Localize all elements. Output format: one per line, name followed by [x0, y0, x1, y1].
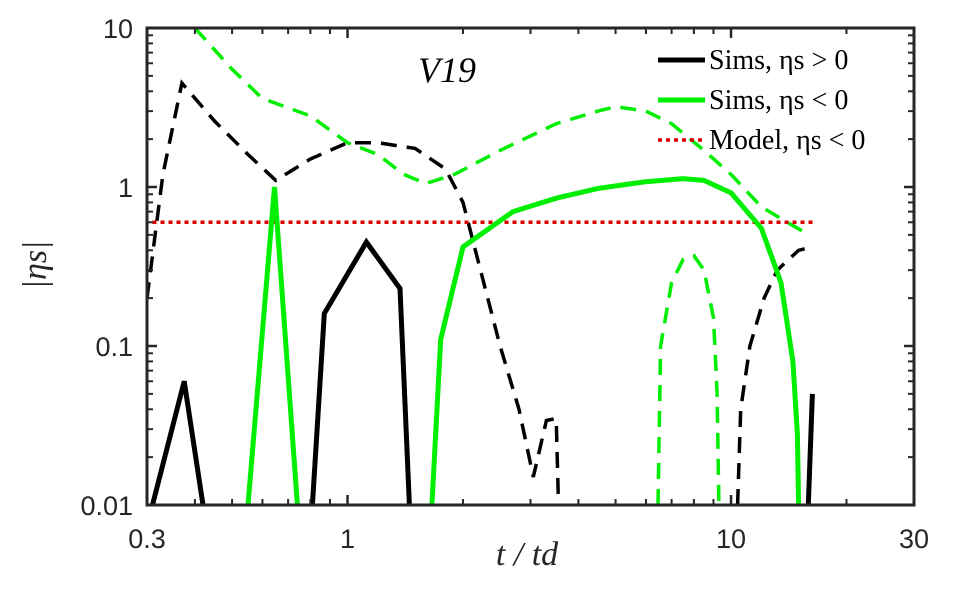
legend: Sims, ηs > 0 Sims, ηs < 0 Model, ηs < 0	[658, 45, 865, 156]
x-tick-label: 10	[716, 524, 746, 554]
legend-entry: Sims, ηs > 0	[709, 45, 848, 76]
annotation-v19: V19	[418, 50, 476, 90]
series-line-1-segment-0	[245, 186, 300, 505]
y-tick-label: 0.01	[80, 491, 133, 521]
y-tick-label: 1	[118, 173, 133, 203]
y-tick-label: 0.1	[95, 332, 133, 362]
y-tick-label: 10	[103, 14, 133, 44]
series-line-3-segment-0	[147, 79, 561, 505]
series-line-0-segment-0	[150, 380, 206, 505]
legend-entry: Model, ηs < 0	[709, 125, 865, 156]
x-tick-label: 1	[340, 524, 355, 554]
plot-area	[147, 28, 815, 505]
tick-labels: 0.3 1 10 30 0.01 0.1 1 10	[80, 14, 929, 554]
legend-entry: Sims, ηs < 0	[709, 85, 848, 116]
series-line-0-segment-2	[805, 393, 815, 505]
series-line-3-segment-1	[735, 245, 813, 505]
series-line-0-segment-1	[309, 237, 412, 505]
x-tick-label: 30	[899, 524, 929, 554]
y-axis-label: |ηs|	[17, 241, 54, 290]
series-line-4-segment-0	[193, 28, 811, 237]
x-axis-label: t / td	[496, 536, 559, 573]
series-line-1-segment-1	[429, 176, 802, 505]
x-tick-label: 0.3	[128, 524, 166, 554]
axes	[145, 26, 916, 507]
series-line-4-segment-1	[656, 253, 721, 505]
